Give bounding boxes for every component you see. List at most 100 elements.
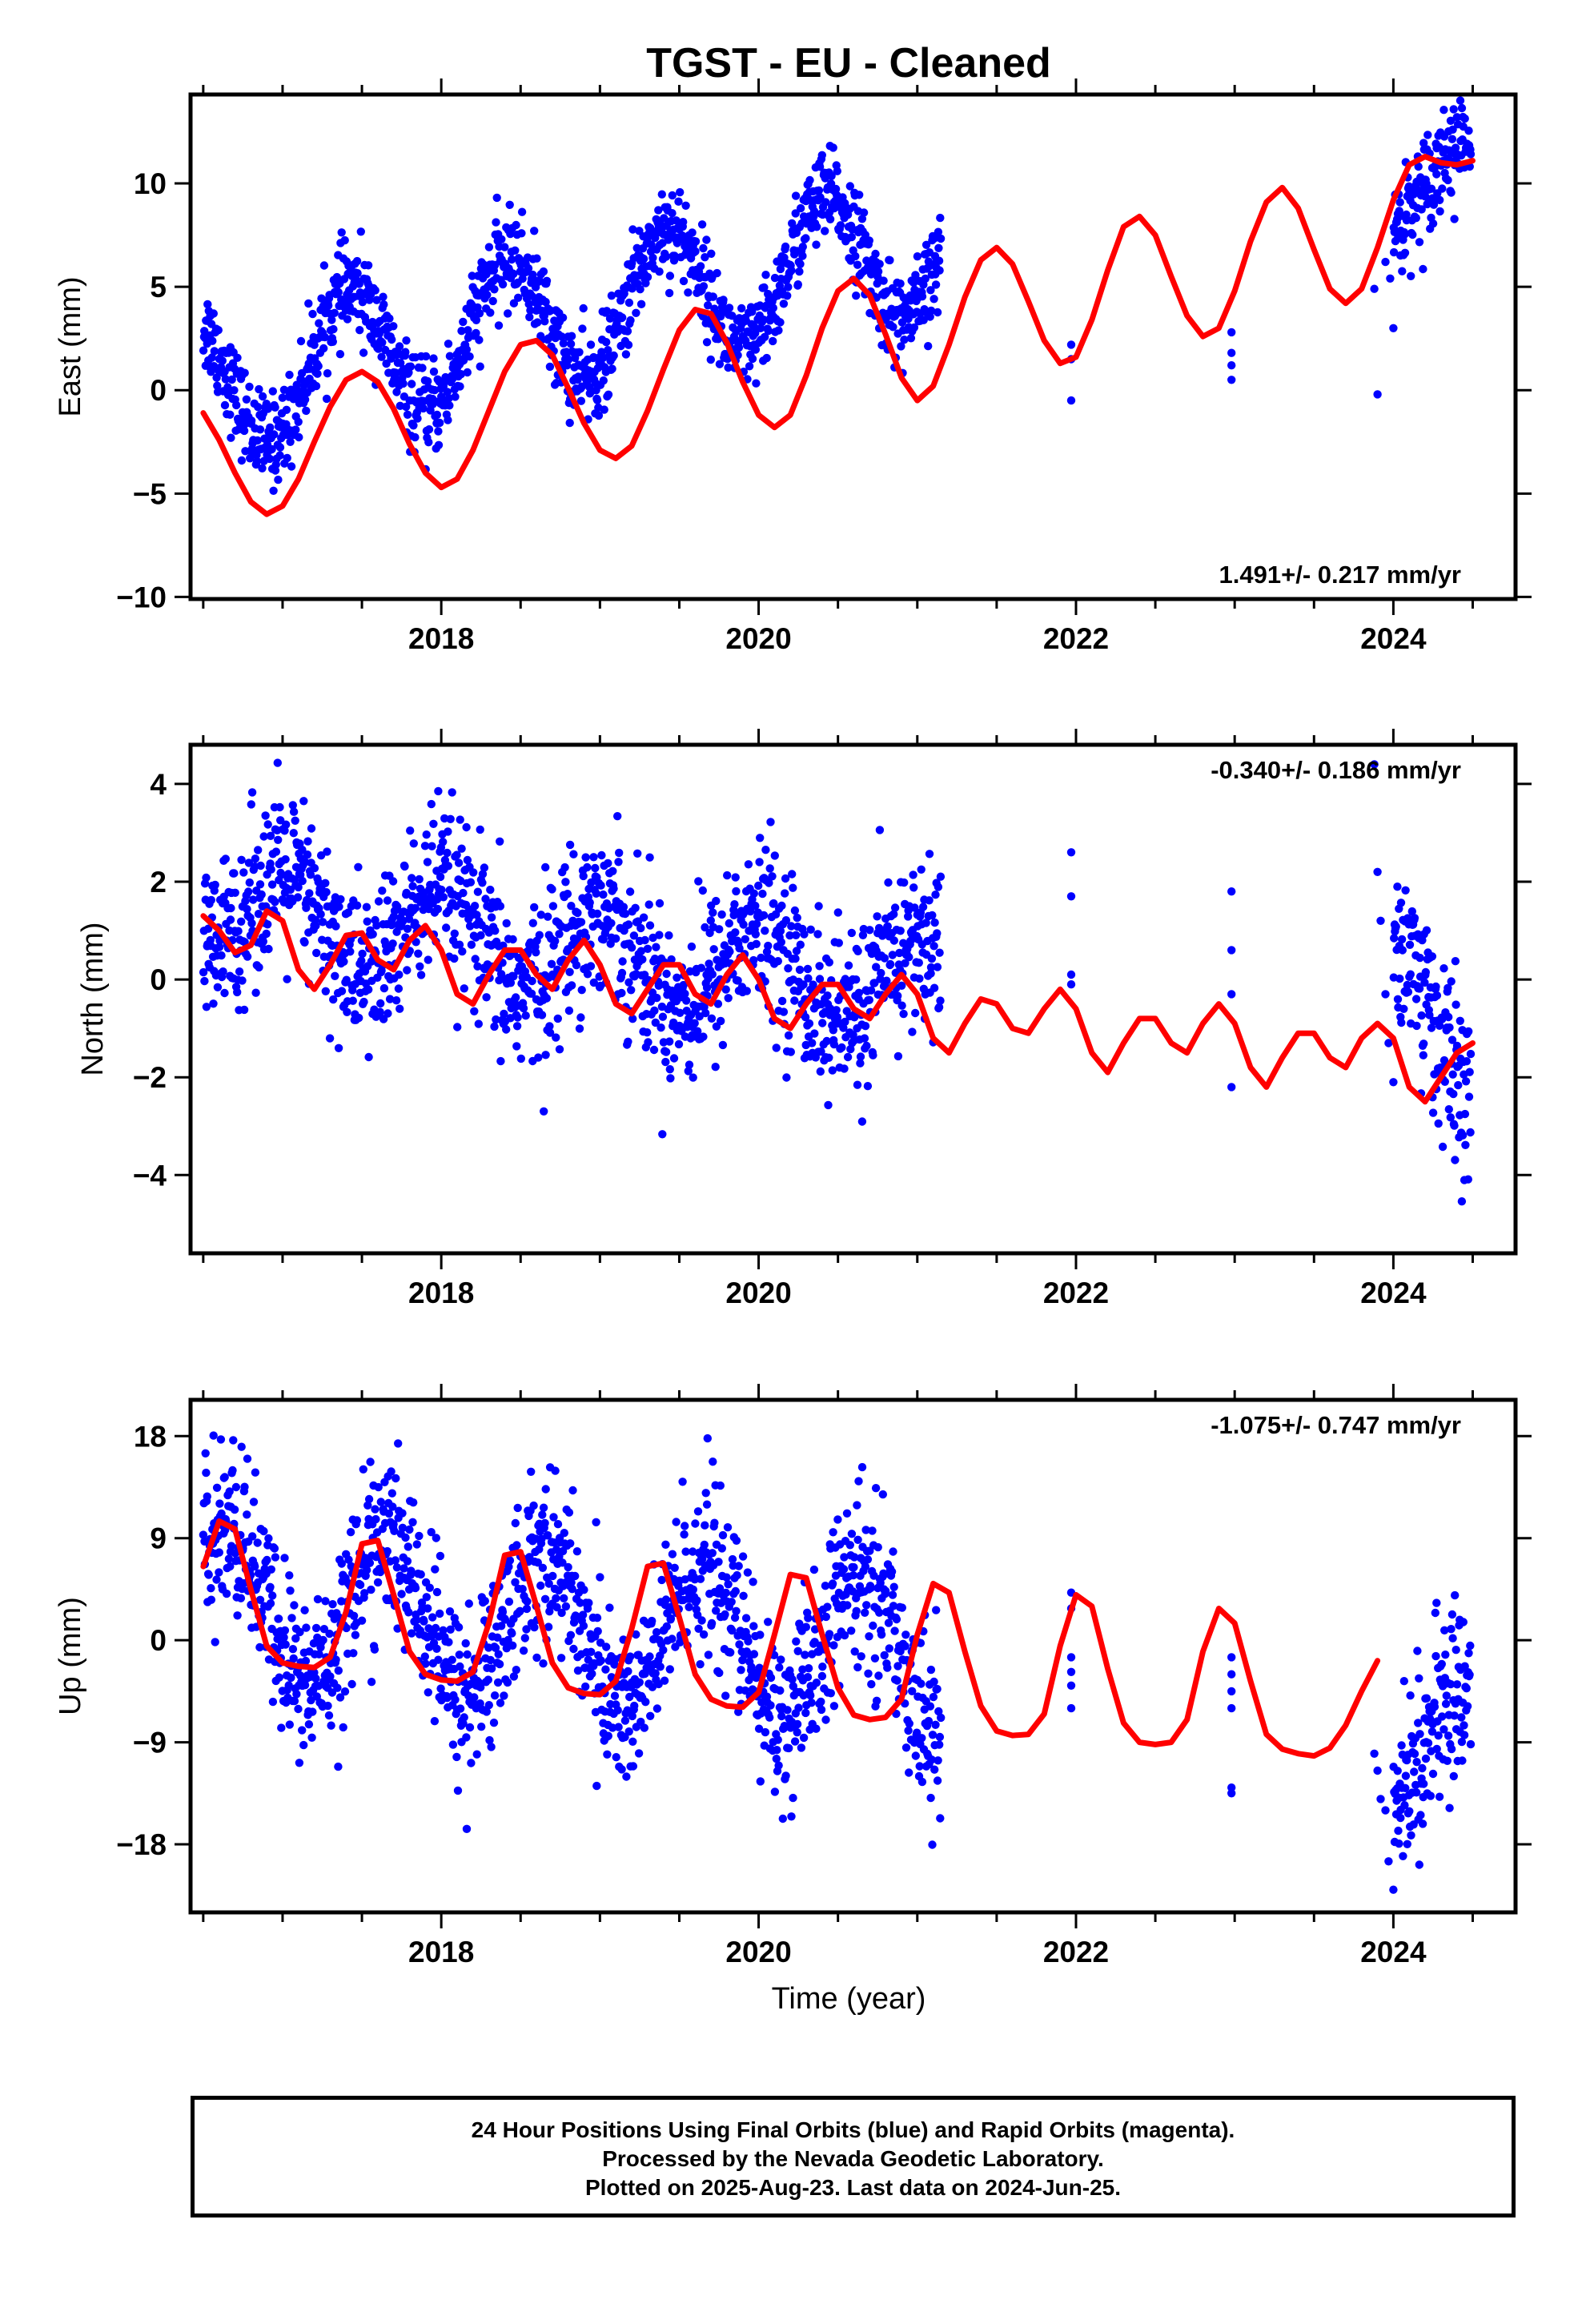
data-point [778,1814,787,1823]
data-point [359,997,368,1007]
data-point [436,1551,445,1561]
data-point [929,1692,938,1702]
data-point [446,814,455,823]
data-point [730,1613,740,1622]
data-point [308,309,317,319]
data-point [500,1691,508,1700]
data-point [426,892,436,901]
data-point [291,425,300,434]
data-point [761,271,770,279]
data-point [587,878,596,887]
data-point [464,326,472,335]
data-point [1227,887,1236,896]
data-point [777,901,786,911]
data-point [665,1037,674,1046]
data-point [709,945,718,954]
data-point [773,1735,782,1744]
data-point [202,1003,211,1011]
data-point [599,890,608,899]
data-point [264,944,273,954]
data-point [600,405,608,414]
data-point [936,234,946,243]
data-point [281,854,290,864]
data-point [791,191,801,200]
data-point [466,878,476,887]
data-point [829,1026,838,1035]
data-point [362,1566,371,1574]
data-point [487,1743,496,1751]
data-point [387,335,396,344]
data-point [777,996,787,1006]
data-point [896,927,905,935]
data-point [790,906,800,915]
data-point [726,1648,735,1657]
y-tick-label: 0 [150,1624,167,1657]
data-point [654,206,663,215]
data-point [783,1706,792,1715]
data-point [853,1663,862,1672]
data-point [793,1647,802,1655]
data-point [828,1579,837,1588]
data-point [473,962,482,971]
data-point [565,967,574,977]
data-point [689,1547,697,1556]
data-point [524,300,533,308]
data-point [604,390,613,399]
data-point [524,947,532,955]
data-point [229,1436,238,1445]
data-point [729,911,738,920]
data-point [865,236,874,245]
data-point [772,1755,781,1763]
data-point [1463,1702,1472,1711]
data-point [431,1565,440,1574]
data-point [359,348,368,357]
data-point [810,1625,820,1634]
data-point [576,1598,584,1607]
data-point [434,786,443,796]
data-point [708,1549,717,1558]
data-point [321,987,330,996]
data-point [1465,1671,1474,1679]
data-point [1461,1077,1471,1086]
data-point [257,890,266,899]
data-point [917,865,926,875]
data-point [404,1608,413,1617]
data-point [1395,1839,1403,1848]
x-tick-label: 2018 [408,1277,474,1309]
data-point [1441,1651,1450,1659]
data-point [840,1553,849,1562]
data-point [1466,1641,1475,1651]
data-point [445,1607,455,1616]
data-point [439,1626,448,1635]
data-point [311,1674,320,1683]
data-point [207,1584,215,1593]
data-point [228,1466,237,1475]
data-point [508,1629,516,1638]
data-point [486,885,495,895]
footer-box: 24 Hour Positions Using Final Orbits (bl… [191,2096,1516,2217]
data-point [322,394,331,404]
data-point [564,1508,574,1517]
data-point [635,1678,644,1687]
data-point [911,1751,921,1760]
data-point [243,1510,251,1519]
data-point [908,1687,917,1695]
data-point [791,954,800,963]
data-point [365,1558,375,1567]
data-point [496,1622,506,1630]
data-point [572,961,581,970]
data-point [904,912,913,921]
data-point [1403,980,1412,990]
data-point [716,1481,725,1490]
data-point [1460,1721,1468,1730]
data-point [267,865,275,874]
data-point [243,905,251,914]
data-point [579,304,588,313]
data-point [926,963,936,972]
data-point [684,1067,693,1076]
data-point [400,862,409,871]
data-point [1447,135,1457,143]
data-point [1407,271,1415,280]
data-point [696,262,705,271]
data-point [1434,1731,1443,1740]
